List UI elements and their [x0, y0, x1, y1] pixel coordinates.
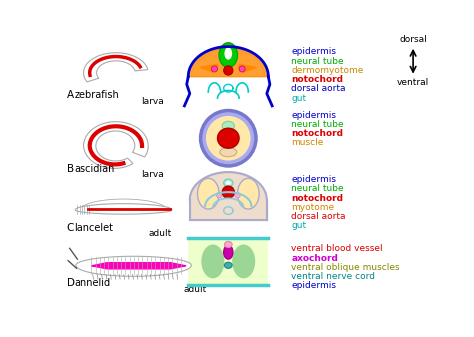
Text: notochord: notochord [292, 75, 344, 84]
Text: ventral: ventral [397, 78, 429, 87]
Ellipse shape [218, 128, 239, 148]
Ellipse shape [219, 43, 237, 67]
Ellipse shape [225, 241, 232, 248]
Text: myotome: myotome [292, 203, 335, 212]
Text: ascidian: ascidian [74, 164, 115, 174]
Ellipse shape [222, 186, 235, 198]
Polygon shape [190, 200, 267, 220]
Text: notochord: notochord [292, 194, 344, 203]
Ellipse shape [226, 181, 231, 185]
Text: D: D [66, 278, 74, 288]
Ellipse shape [198, 178, 219, 209]
Text: neural tube: neural tube [292, 120, 344, 129]
Ellipse shape [232, 244, 255, 278]
Polygon shape [190, 48, 267, 76]
Ellipse shape [201, 111, 256, 166]
Text: larva: larva [141, 97, 164, 106]
Text: neural tube: neural tube [292, 57, 344, 66]
Ellipse shape [224, 66, 233, 75]
Text: larva: larva [141, 170, 164, 179]
Text: neural tube: neural tube [292, 184, 344, 193]
Polygon shape [191, 49, 265, 76]
Text: epidermis: epidermis [292, 281, 337, 290]
Polygon shape [190, 172, 267, 200]
Polygon shape [83, 53, 148, 82]
Text: axochord: axochord [292, 254, 338, 263]
Text: ventral nerve cord: ventral nerve cord [292, 272, 375, 281]
Text: adult: adult [183, 284, 207, 294]
Text: muscle: muscle [292, 138, 324, 147]
Text: annelid: annelid [74, 278, 110, 288]
Ellipse shape [201, 244, 225, 278]
Ellipse shape [216, 192, 222, 198]
Text: C: C [66, 223, 74, 233]
Text: lancelet: lancelet [74, 223, 113, 233]
Text: notochord: notochord [292, 129, 344, 138]
Text: ventral blood vessel: ventral blood vessel [292, 244, 383, 253]
Polygon shape [239, 64, 256, 72]
Ellipse shape [224, 245, 233, 259]
Polygon shape [83, 122, 148, 168]
Text: gut: gut [292, 94, 307, 102]
Text: adult: adult [149, 229, 172, 238]
Ellipse shape [235, 192, 240, 198]
Ellipse shape [206, 116, 251, 160]
Text: dorsal: dorsal [399, 35, 427, 44]
Polygon shape [201, 64, 218, 72]
Ellipse shape [239, 66, 245, 72]
Ellipse shape [220, 148, 237, 157]
Text: dorsal aorta: dorsal aorta [292, 84, 346, 93]
Text: gut: gut [292, 221, 307, 231]
Ellipse shape [222, 121, 235, 130]
Text: dermomyotome: dermomyotome [292, 66, 364, 75]
Text: epidermis: epidermis [292, 111, 337, 120]
Text: dorsal aorta: dorsal aorta [292, 212, 346, 221]
Ellipse shape [225, 262, 232, 268]
Text: epidermis: epidermis [292, 48, 337, 56]
Bar [188, 238, 268, 284]
Ellipse shape [225, 48, 232, 60]
Text: epidermis: epidermis [292, 175, 337, 184]
Text: zebrafish: zebrafish [74, 91, 119, 100]
Ellipse shape [237, 178, 259, 209]
Ellipse shape [224, 179, 233, 187]
Text: B: B [66, 164, 74, 174]
Polygon shape [75, 204, 172, 214]
Ellipse shape [211, 66, 218, 72]
Text: ventral oblique muscles: ventral oblique muscles [292, 263, 400, 272]
Text: A: A [66, 91, 74, 100]
Polygon shape [76, 256, 191, 276]
